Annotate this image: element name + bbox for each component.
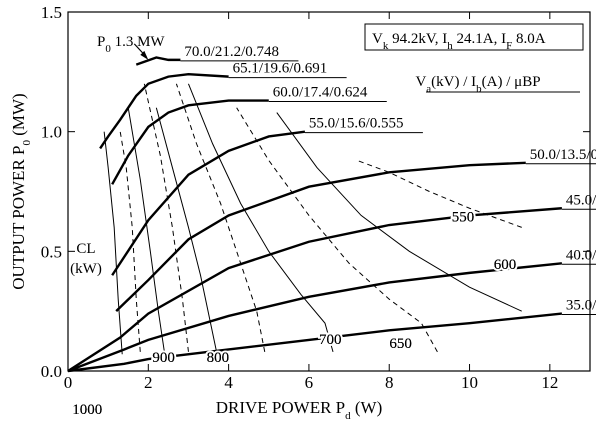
contour-label: 550 (452, 209, 475, 225)
subscript: 0 (105, 43, 111, 55)
conditions: Vk 94.2kV, Ih 24.1A, IF 8.0A (372, 31, 546, 52)
text-part: (kV) / I (431, 74, 476, 90)
series-label: 65.1/19.6/0.691 (233, 61, 328, 77)
contour-label: 900 (152, 350, 175, 366)
text-part: DRIVE POWER P (216, 398, 345, 417)
x-tick-label: 10 (461, 373, 478, 392)
y-tick-label: 1.0 (41, 123, 62, 142)
text-part: V (415, 74, 426, 90)
subscript: F (506, 40, 512, 52)
text-part: 1.3 MW (111, 34, 166, 50)
subscript: h (447, 40, 453, 52)
subscript: 0 (21, 140, 33, 146)
annotation: P0 1.3 MW (97, 34, 165, 55)
legend-title: Va(kV) / Ib(A) / μBP (415, 74, 540, 95)
subscript: d (345, 410, 351, 421)
contour-label: 600 (494, 257, 517, 273)
contour-line (356, 159, 522, 228)
y-tick-label: 1.5 (41, 3, 62, 22)
y-axis-label: OUTPUT POWER P0 (MW) (9, 93, 33, 289)
series-label: 40.0/9.9/0.360 (566, 247, 596, 263)
plot-frame (67, 11, 591, 372)
contour-line (236, 107, 438, 353)
series-line (99, 73, 229, 150)
x-tick-label: 0 (64, 373, 73, 392)
text-part: (A) / μBP (482, 74, 541, 90)
contour-label: 700 (319, 332, 342, 348)
x-tick-label: 6 (305, 373, 314, 392)
contour-title: (kW) (70, 261, 102, 277)
annotation-arrowhead (140, 50, 149, 60)
series-line (67, 262, 563, 373)
series-label: 50.0/13.5/0.486 (530, 147, 596, 163)
series-line (67, 207, 562, 373)
series-label: 35.0/8.1/0.299 (566, 298, 596, 314)
text-part: 8.0A (512, 31, 546, 47)
x-axis-label: DRIVE POWER Pd (W) (216, 398, 383, 421)
text-part: 24.1A, I (453, 31, 506, 47)
contour-line (127, 107, 165, 352)
text-part: OUTPUT POWER P (9, 146, 28, 290)
contour-title: CL (76, 241, 95, 257)
series-line (67, 312, 563, 373)
contour-label: 1000 (72, 402, 102, 418)
contour-label: 700 (319, 332, 342, 348)
x-tick-label: 2 (144, 373, 153, 392)
text-part: (W) (351, 398, 383, 417)
series-line (111, 99, 269, 185)
conditions-box (364, 23, 584, 51)
y-tick-label: 0.0 (41, 362, 62, 381)
text-part: P (97, 34, 105, 50)
series-label: 60.0/17.4/0.624 (273, 85, 368, 101)
contour-line (103, 131, 123, 355)
text-part: V (372, 31, 383, 47)
subscript: k (383, 40, 389, 52)
contour-label: 800 (207, 350, 230, 366)
subscript: b (476, 83, 482, 95)
contour-line (155, 107, 218, 352)
series-label: 45.0/11.4/0.420 (566, 192, 596, 208)
contour-label: 900 (152, 350, 175, 366)
contour-label: 650 (389, 336, 412, 352)
series-line (135, 56, 181, 66)
x-tick-label: 12 (541, 373, 558, 392)
contour-label: 650 (389, 336, 412, 352)
contour-label: 600 (494, 257, 517, 273)
text-part: (MW) (9, 93, 28, 140)
x-tick-label: 8 (385, 373, 394, 392)
y-tick-label: 0.5 (41, 242, 62, 261)
series-line (115, 161, 526, 313)
contour-label: 550 (452, 209, 475, 225)
subscript: a (426, 83, 431, 95)
series-label: 70.0/21.2/0.748 (184, 44, 279, 60)
contour-label: 1000 (72, 402, 102, 418)
text-part: 94.2kV, I (388, 31, 447, 47)
series-label: 55.0/15.6/0.555 (309, 116, 404, 132)
contour-line (187, 83, 334, 352)
contour-label: 800 (207, 350, 230, 366)
contour-line (276, 112, 522, 312)
x-tick-label: 4 (224, 373, 233, 392)
series-line (111, 130, 306, 276)
